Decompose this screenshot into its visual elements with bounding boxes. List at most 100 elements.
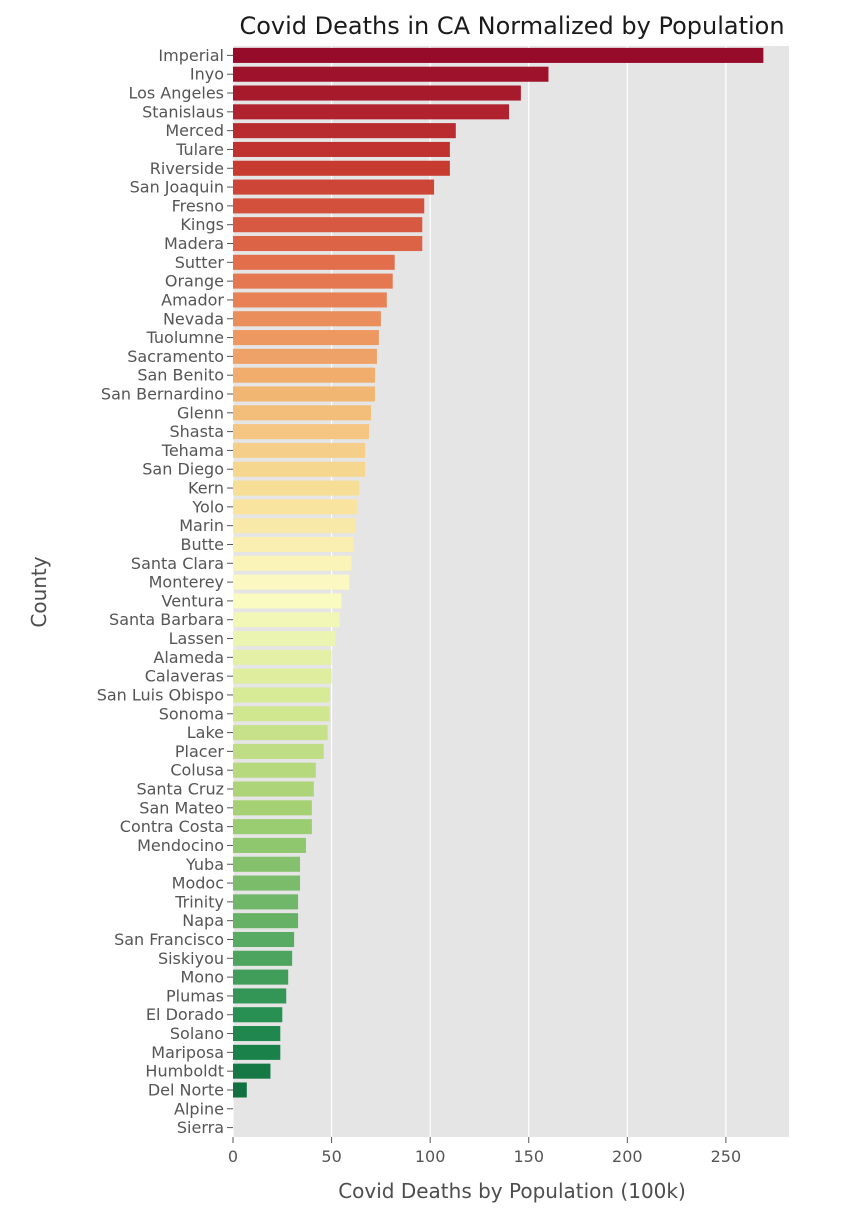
bar (233, 85, 521, 101)
bar (233, 1026, 281, 1042)
bar (233, 913, 299, 929)
y-tick-label: Fresno (172, 196, 224, 215)
bar (233, 160, 450, 176)
y-tick-label: Tuolumne (146, 328, 224, 347)
y-tick-label: Lake (187, 723, 224, 742)
bar (233, 386, 375, 402)
bar (233, 593, 342, 609)
bar (233, 141, 450, 157)
y-tick-label: Kings (180, 215, 224, 234)
y-tick-label: Placer (175, 742, 225, 761)
bar (233, 555, 352, 571)
bar (233, 198, 425, 214)
y-tick-label: El Dorado (146, 1005, 224, 1024)
x-tick-label: 50 (321, 1147, 341, 1166)
y-tick-label: Kern (188, 479, 224, 498)
bar (233, 480, 360, 496)
y-tick-label: Inyo (190, 65, 224, 84)
bar (233, 762, 316, 778)
y-axis-label: County (27, 556, 51, 627)
y-tick-label: Riverside (150, 159, 224, 178)
bar (233, 988, 287, 1004)
x-tick-label: 0 (228, 1147, 238, 1166)
y-tick-label: Santa Barbara (109, 610, 224, 629)
bars (233, 47, 764, 1098)
bar (233, 311, 381, 327)
y-tick-label: Los Angeles (128, 84, 224, 103)
y-tick-label: Sierra (177, 1118, 224, 1137)
y-tick-label: Sacramento (127, 347, 224, 366)
y-tick-label: Mendocino (137, 836, 224, 855)
x-tick-label: 250 (711, 1147, 742, 1166)
y-tick-label: Orange (165, 272, 224, 291)
y-tick-label: Mono (180, 968, 224, 987)
bar (233, 179, 435, 195)
y-tick-label: Sutter (175, 253, 225, 272)
y-tick-label: Trinity (174, 892, 224, 911)
y-tick-label: San Luis Obispo (97, 685, 224, 704)
y-tick-label: Sonoma (159, 704, 224, 723)
bar (233, 894, 299, 910)
y-tick-label: Modoc (172, 874, 224, 893)
y-tick-label: Butte (180, 535, 224, 554)
bar (233, 800, 312, 816)
x-tick-labels: 0 50 100 150 200 250 (228, 1137, 741, 1166)
bar (233, 1044, 281, 1060)
y-tick-label: San Mateo (139, 798, 224, 817)
bar (233, 1082, 247, 1098)
bar (233, 837, 306, 853)
y-tick-label: Solano (170, 1024, 224, 1043)
bar (233, 631, 336, 647)
bar (233, 668, 332, 684)
x-tick-label: 200 (612, 1147, 643, 1166)
y-tick-label: Lassen (169, 629, 224, 648)
y-tick-label: Stanislaus (142, 102, 224, 121)
y-tick-label: Alameda (153, 648, 224, 667)
y-tick-label: San Bernardino (101, 384, 224, 403)
y-tick-label: Contra Costa (120, 817, 224, 836)
bar (233, 875, 301, 891)
y-tick-label: Amador (161, 290, 224, 309)
y-tick-label: Del Norte (148, 1080, 224, 1099)
y-tick-label: Ventura (162, 591, 224, 610)
y-tick-label: Alpine (174, 1099, 224, 1118)
bar (233, 123, 456, 139)
chart-title: Covid Deaths in CA Normalized by Populat… (239, 12, 784, 40)
bar (233, 235, 423, 252)
bar (233, 348, 377, 364)
bar (233, 969, 289, 985)
y-tick-label: Yolo (191, 497, 224, 516)
bar (233, 273, 393, 289)
y-tick-label: Colusa (170, 761, 224, 780)
y-tick-label: Nevada (163, 309, 224, 328)
y-tick-label: Santa Cruz (136, 780, 224, 799)
y-tick-label: San Joaquin (130, 178, 224, 197)
bar (233, 330, 379, 346)
bar (233, 518, 356, 534)
y-tick-label: Tehama (161, 441, 224, 460)
x-tick-label: 100 (415, 1147, 446, 1166)
y-tick-label: San Francisco (114, 930, 224, 949)
y-tick-label: Madera (164, 234, 224, 253)
y-tick-label: Monterey (149, 573, 224, 592)
y-tick-label: Marin (179, 516, 224, 535)
y-tick-label: Siskiyou (158, 949, 224, 968)
bar (233, 950, 293, 966)
x-tick-label: 150 (513, 1147, 544, 1166)
y-tick-label: Shasta (169, 422, 224, 441)
bar (233, 819, 312, 835)
bar (233, 725, 328, 741)
bar (233, 405, 372, 421)
bar (233, 743, 324, 759)
bar (233, 687, 330, 703)
y-tick-label: Glenn (177, 403, 224, 422)
bar (233, 706, 330, 722)
y-tick-label: Mariposa (151, 1043, 224, 1062)
bar (233, 1063, 271, 1079)
bar (233, 442, 366, 458)
bar (233, 254, 395, 270)
bar (233, 931, 295, 948)
y-tick-label: Tulare (175, 140, 224, 159)
y-tick-label: Merced (165, 121, 224, 140)
